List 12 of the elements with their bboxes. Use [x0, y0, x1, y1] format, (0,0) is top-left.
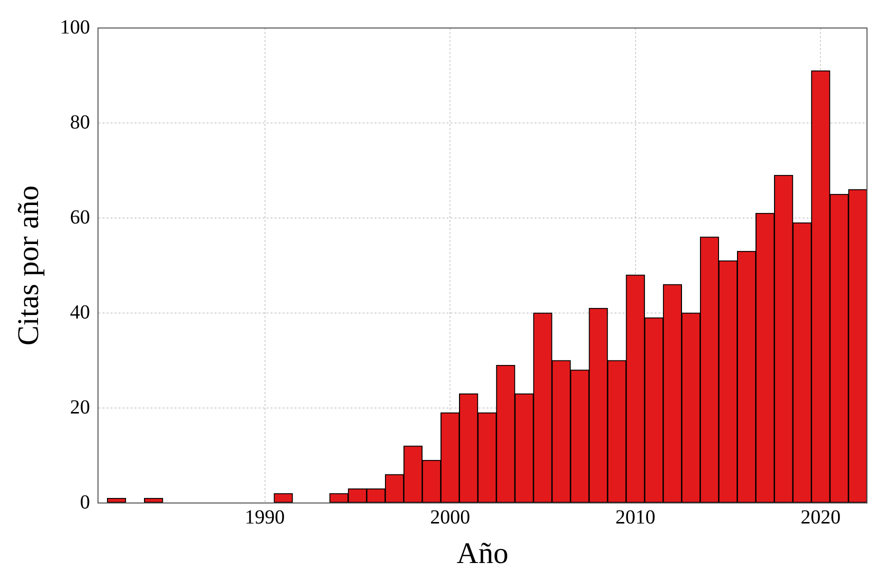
y-tick-label: 20	[70, 396, 90, 418]
x-tick-label: 1990	[244, 506, 285, 528]
x-tick-label: 2020	[800, 506, 841, 528]
y-tick-label: 0	[80, 491, 90, 514]
x-tick-label: 2010	[615, 506, 656, 528]
x-tick-label: 2000	[430, 506, 470, 528]
y-tick-label: 60	[70, 206, 90, 228]
x-axis-title: Año	[456, 536, 508, 570]
y-tick-label: 40	[70, 301, 90, 324]
y-tick-label: 100	[60, 16, 90, 38]
y-tick-label: 80	[70, 111, 90, 134]
y-axis-title: Citas por año	[12, 186, 45, 346]
